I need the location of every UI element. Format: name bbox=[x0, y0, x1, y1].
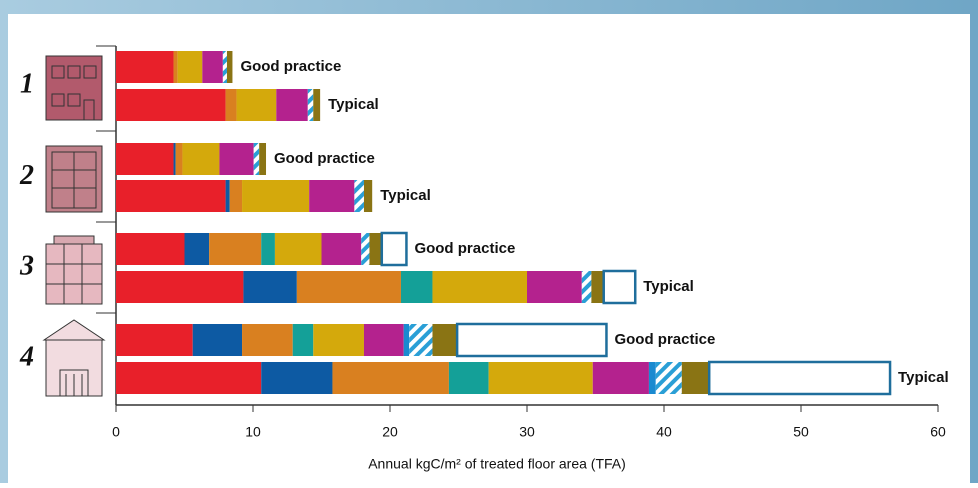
bar-label: Good practice bbox=[614, 331, 715, 348]
bar-segment bbox=[219, 143, 254, 175]
bar-label: Good practice bbox=[240, 58, 341, 75]
bar-segment bbox=[681, 362, 710, 394]
bar-segment bbox=[116, 143, 174, 175]
bar-segment bbox=[321, 233, 362, 265]
bar-segment bbox=[296, 271, 401, 303]
bar-segment bbox=[226, 51, 233, 83]
bar-segment bbox=[332, 362, 449, 394]
x-tick-label: 40 bbox=[656, 424, 672, 440]
bar-segment bbox=[222, 51, 227, 83]
bar-segment bbox=[313, 324, 364, 356]
bar-segment bbox=[236, 89, 277, 121]
x-tick-label: 60 bbox=[930, 424, 946, 440]
bar-segment bbox=[448, 362, 489, 394]
bar-segment bbox=[488, 362, 593, 394]
bar-segment bbox=[602, 269, 637, 305]
building-icons bbox=[42, 55, 106, 397]
bar-segment bbox=[363, 180, 373, 212]
bar-segment bbox=[369, 233, 382, 265]
bar-segment bbox=[527, 271, 582, 303]
bar-segment bbox=[116, 324, 193, 356]
group-label: 4 bbox=[19, 341, 34, 372]
bar-segment bbox=[209, 233, 262, 265]
bar-segment bbox=[276, 89, 308, 121]
x-tick-label: 0 bbox=[112, 424, 120, 440]
bar-label: Good practice bbox=[414, 240, 515, 257]
bar-segment bbox=[225, 89, 237, 121]
group-label: 3 bbox=[19, 250, 34, 281]
bar-segment bbox=[177, 51, 203, 83]
bar-segment bbox=[192, 324, 243, 356]
bar-segment bbox=[116, 89, 226, 121]
bar-label: Typical bbox=[898, 369, 949, 386]
bar-segment bbox=[409, 324, 433, 356]
bar-segment bbox=[307, 89, 314, 121]
bar-label: Typical bbox=[643, 278, 694, 295]
bar-label: Typical bbox=[380, 187, 431, 204]
bar-segment bbox=[184, 233, 210, 265]
bar-segment bbox=[253, 143, 260, 175]
bar-segment bbox=[363, 324, 404, 356]
x-axis-label: Annual kgC/m² of treated floor area (TFA… bbox=[368, 456, 626, 472]
group-label: 2 bbox=[19, 160, 34, 191]
bar-segment bbox=[432, 271, 527, 303]
bar-label: Good practice bbox=[274, 150, 375, 167]
bar-segment bbox=[648, 362, 656, 394]
bar-segment bbox=[259, 143, 267, 175]
bar-segment bbox=[707, 360, 892, 396]
bar-segment bbox=[229, 180, 243, 212]
x-tick-label: 20 bbox=[382, 424, 398, 440]
bar-segment bbox=[116, 51, 174, 83]
bar-segment bbox=[202, 51, 223, 83]
bar-segment bbox=[182, 143, 220, 175]
bar-label: Typical bbox=[328, 96, 379, 113]
bar-segment bbox=[309, 180, 355, 212]
bar-segment bbox=[116, 180, 226, 212]
bar-segment bbox=[292, 324, 314, 356]
bar-segment bbox=[225, 180, 230, 212]
x-tick-label: 50 bbox=[793, 424, 809, 440]
bar-segment bbox=[581, 271, 592, 303]
x-tick-label: 30 bbox=[519, 424, 535, 440]
bar-segment bbox=[175, 143, 183, 175]
bar-segment bbox=[242, 324, 293, 356]
bar-segment bbox=[354, 180, 364, 212]
bar-segment bbox=[655, 362, 682, 394]
bar-segment bbox=[116, 362, 262, 394]
bar-segment bbox=[261, 362, 333, 394]
bar-segment bbox=[116, 233, 185, 265]
bar-segment bbox=[116, 271, 244, 303]
bar-segment bbox=[173, 51, 178, 83]
bar-segment bbox=[400, 271, 433, 303]
x-tick-label: 10 bbox=[245, 424, 261, 440]
bar-segment bbox=[455, 322, 608, 358]
bar-segment bbox=[361, 233, 370, 265]
bar-segment bbox=[432, 324, 458, 356]
bar-segment bbox=[591, 271, 604, 303]
bar-segment bbox=[242, 180, 310, 212]
bar-segment bbox=[261, 233, 275, 265]
group-label: 1 bbox=[20, 68, 34, 99]
bar-segment bbox=[403, 324, 410, 356]
bar-segment bbox=[173, 143, 176, 175]
bar-segment bbox=[274, 233, 322, 265]
bar-segment bbox=[592, 362, 649, 394]
bar-segment bbox=[243, 271, 297, 303]
bar-segment bbox=[313, 89, 321, 121]
bar-segment bbox=[380, 231, 408, 267]
